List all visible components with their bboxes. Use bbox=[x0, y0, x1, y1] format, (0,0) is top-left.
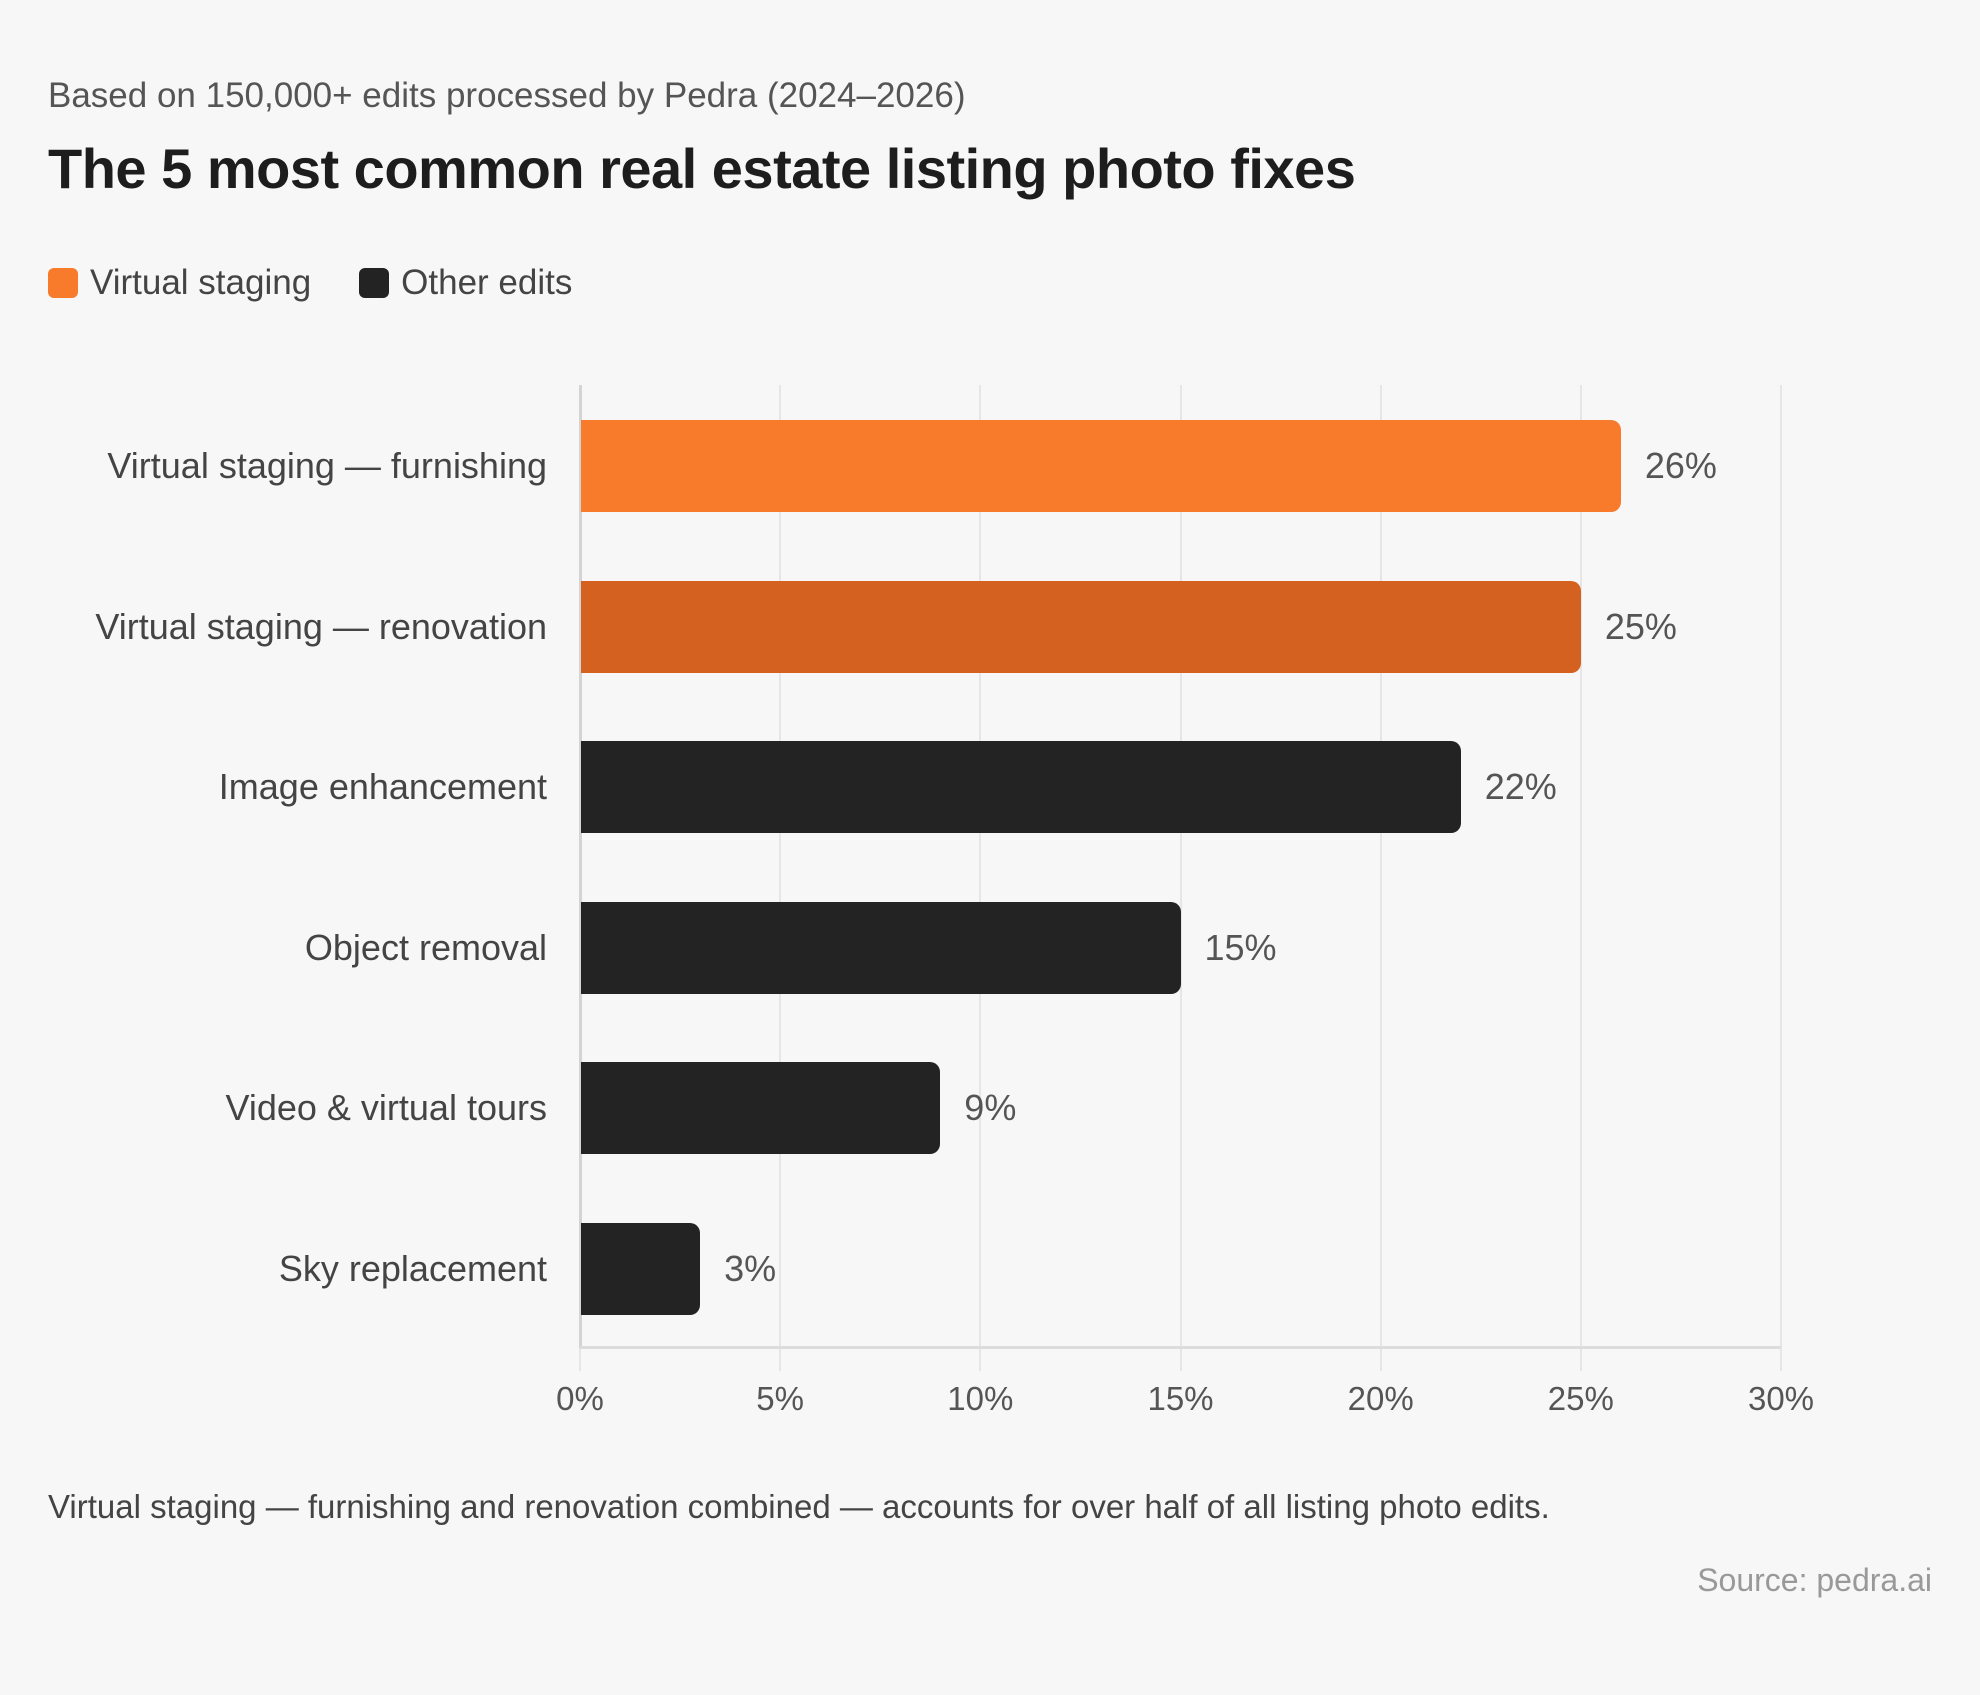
x-tick-label: 0% bbox=[556, 1380, 604, 1417]
category-label: Image enhancement bbox=[218, 766, 547, 807]
category-label: Object removal bbox=[304, 926, 547, 968]
bar-value-label: 15% bbox=[1204, 926, 1277, 968]
legend-label: Other edits bbox=[401, 263, 573, 302]
bar bbox=[581, 580, 1581, 673]
chart-title: The 5 most common real estate listing ph… bbox=[48, 137, 1356, 200]
x-tick-label: 15% bbox=[1147, 1380, 1214, 1417]
category-label: Video & virtual tours bbox=[225, 1087, 547, 1128]
bar-value-label: 9% bbox=[964, 1087, 1017, 1128]
x-axis-line bbox=[580, 1346, 1781, 1349]
x-tick-label: 30% bbox=[1747, 1380, 1815, 1417]
legend-swatch-orange bbox=[48, 268, 78, 298]
chart-subtitle: Based on 150,000+ edits processed by Ped… bbox=[48, 76, 966, 115]
source-credit: Source: pedra.ai bbox=[1697, 1562, 1932, 1598]
y-axis-line bbox=[579, 385, 582, 1348]
bar bbox=[581, 1222, 701, 1315]
grid-line bbox=[1780, 385, 1782, 1371]
grid-line bbox=[1179, 385, 1182, 1371]
x-tick-label: 5% bbox=[756, 1380, 805, 1417]
category-label: Virtual staging — furnishing bbox=[107, 445, 547, 486]
plot-area: 26% 25% 22% 15% 9% 3% bbox=[579, 385, 1782, 1371]
legend-swatch-dark bbox=[359, 268, 390, 298]
x-tick-label: 25% bbox=[1547, 1380, 1614, 1417]
legend-item-virtual-staging: Virtual staging bbox=[48, 263, 311, 303]
legend-label: Virtual staging bbox=[90, 263, 312, 302]
chart-note: Virtual staging — furnishing and renovat… bbox=[48, 1488, 1550, 1525]
legend: Virtual staging Other edits bbox=[48, 263, 572, 303]
category-label: Sky replacement bbox=[278, 1247, 547, 1289]
grid-line bbox=[1379, 385, 1382, 1371]
x-tick-label: 10% bbox=[947, 1380, 1014, 1417]
x-tick-label: 20% bbox=[1347, 1380, 1414, 1417]
bar bbox=[581, 420, 1621, 512]
bar bbox=[581, 741, 1461, 833]
bar-value-label: 22% bbox=[1484, 766, 1557, 807]
bar bbox=[581, 1062, 941, 1154]
grid-line bbox=[779, 385, 782, 1371]
bar-value-label: 26% bbox=[1644, 445, 1717, 486]
bar-value-label: 25% bbox=[1604, 605, 1677, 647]
bar-value-label: 3% bbox=[724, 1247, 777, 1289]
legend-item-other-edits: Other edits bbox=[359, 263, 572, 303]
bar bbox=[581, 901, 1181, 994]
grid-line bbox=[979, 385, 982, 1371]
category-label: Virtual staging — renovation bbox=[95, 605, 547, 647]
grid-line bbox=[1579, 385, 1582, 1371]
